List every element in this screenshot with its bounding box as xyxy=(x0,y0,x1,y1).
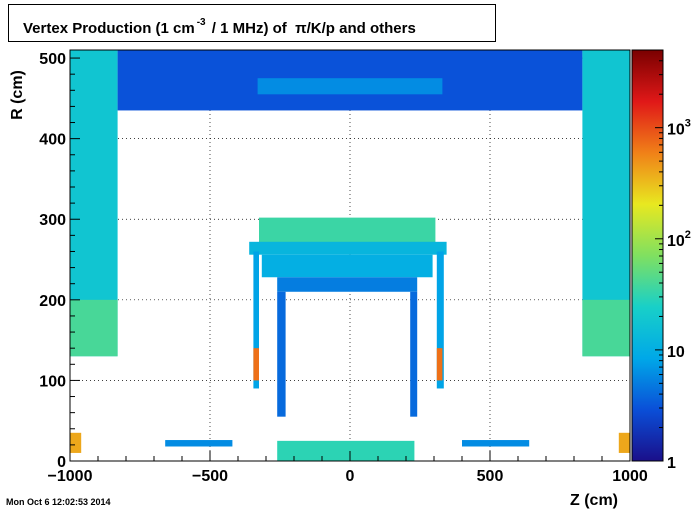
heatmap-cell xyxy=(462,440,530,447)
colorbar-tick-exponent: 2 xyxy=(685,229,691,241)
title-prefix: Vertex Production (1 cm xyxy=(23,20,195,37)
colorbar-tick-label: 102 xyxy=(667,229,691,250)
heatmap-cell xyxy=(253,251,259,389)
y-tick-label: 0 xyxy=(57,454,66,471)
heatmap-cells xyxy=(70,50,630,461)
heatmap-cell xyxy=(618,432,630,453)
x-tick-label: 500 xyxy=(477,468,504,485)
title-box: Vertex Production (1 cm -3 / 1 MHz) of π/… xyxy=(8,4,496,42)
colorbar: 1 10 102 103 xyxy=(631,49,691,472)
colorbar-tick-label: 103 xyxy=(667,118,691,139)
heatmap-cell xyxy=(436,251,444,389)
x-tick-label: −1000 xyxy=(48,468,93,485)
y-tick-label: 200 xyxy=(39,293,66,310)
heatmap-cell xyxy=(277,440,415,461)
timestamp: Mon Oct 6 12:02:53 2014 xyxy=(6,497,111,507)
y-tick-label: 100 xyxy=(39,373,66,390)
heatmap-cell xyxy=(70,432,82,453)
heatmap-cell xyxy=(410,291,418,417)
colorbar-gradient xyxy=(631,49,664,462)
x-tick-label: 0 xyxy=(346,468,355,485)
y-axis-label: R (cm) xyxy=(9,70,26,120)
colorbar-tick-exponent: 3 xyxy=(685,118,691,130)
title-particles: π/K/p and others xyxy=(295,20,416,37)
colorbar-tick-label: 1 xyxy=(667,455,676,472)
y-tick-label: 300 xyxy=(39,212,66,229)
title-exponent: -3 xyxy=(196,17,206,28)
heatmap-cell xyxy=(259,217,436,244)
title-middle: / 1 MHz) of xyxy=(211,20,287,37)
heatmap-cell xyxy=(165,440,233,447)
colorbar-tick-label: 10 xyxy=(667,344,685,361)
x-tick-label: −500 xyxy=(192,468,228,485)
heatmap-cell xyxy=(70,299,118,357)
heatmap-cell xyxy=(261,254,433,278)
chart-title: Vertex Production (1 cm -3 / 1 MHz) of π/… xyxy=(23,17,416,37)
heatmap-cell xyxy=(253,348,259,381)
heatmap-cell xyxy=(436,348,443,381)
heatmap-cell xyxy=(249,241,447,255)
x-axis-label: Z (cm) xyxy=(570,492,618,509)
y-tick-label: 500 xyxy=(39,51,66,68)
axis-ticks: −1000 −500 0 500 1000 0 100 200 300 400 500 xyxy=(39,51,648,485)
heatmap-cell xyxy=(277,277,418,292)
y-tick-label: 400 xyxy=(39,132,66,149)
heatmap-cell xyxy=(257,78,443,95)
heatmap-cell xyxy=(582,299,630,357)
x-tick-label: 1000 xyxy=(612,468,648,485)
heatmap-cell xyxy=(277,291,286,417)
